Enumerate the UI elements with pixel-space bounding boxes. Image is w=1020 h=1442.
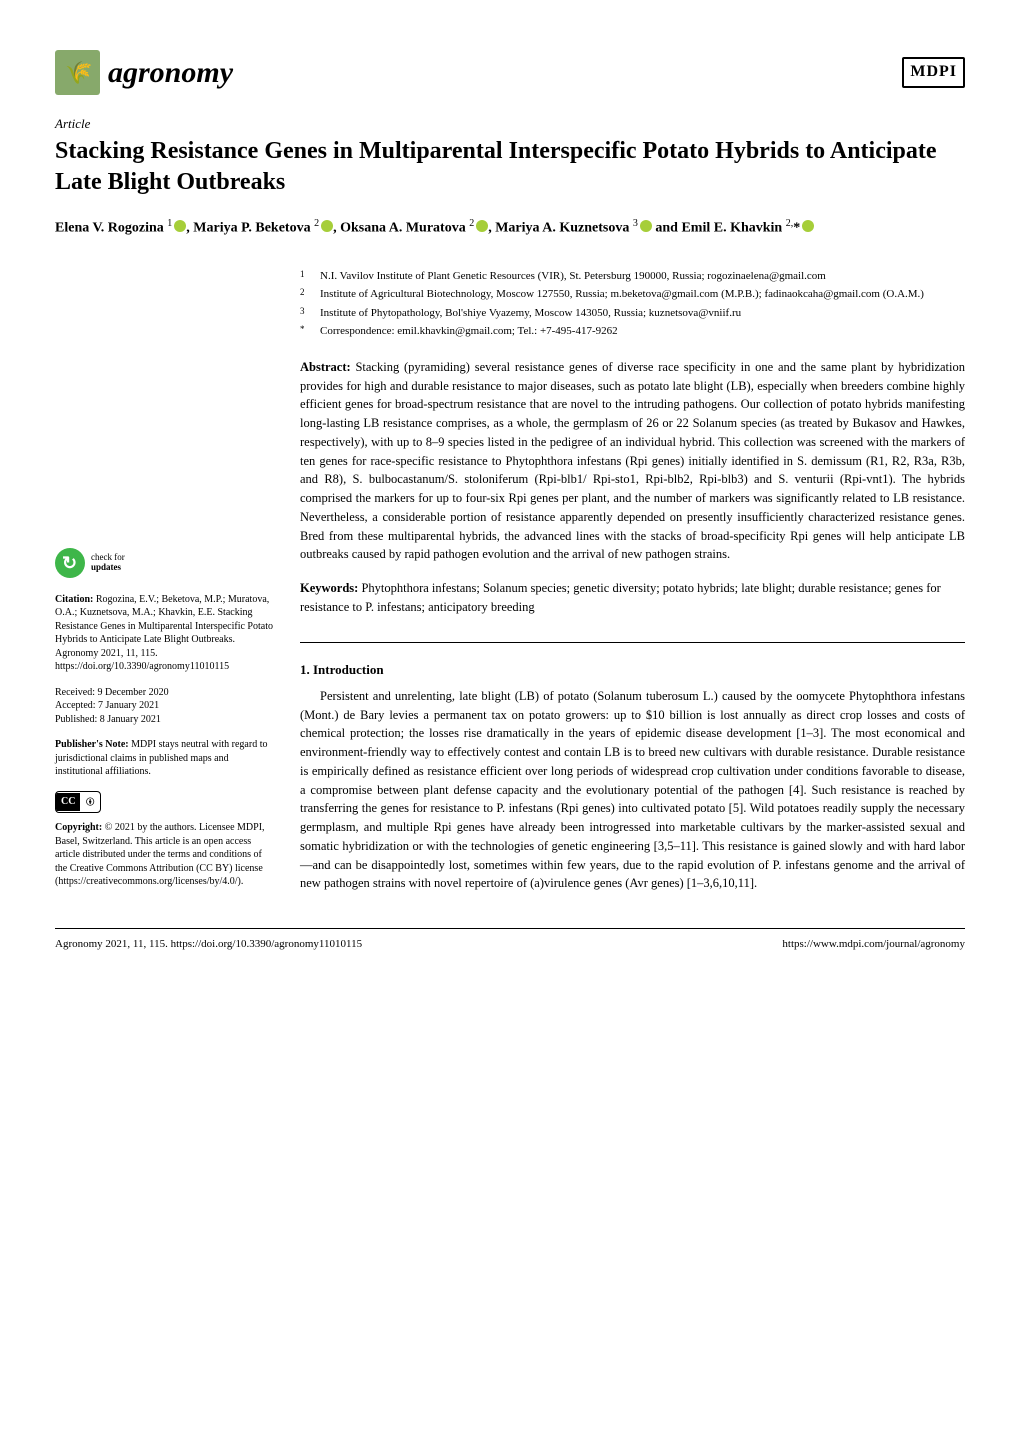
divider: [300, 642, 965, 643]
orcid-icon: [802, 220, 814, 232]
keywords: Keywords: Phytophthora infestans; Solanu…: [300, 579, 965, 617]
journal-icon: [55, 50, 100, 95]
published-date: Published: 8 January 2021: [55, 713, 275, 727]
intro-paragraph: Persistent and unrelenting, late blight …: [300, 687, 965, 893]
citation-label: Citation:: [55, 594, 93, 605]
abstract-label: Abstract:: [300, 360, 351, 374]
accepted-date: Accepted: 7 January 2021: [55, 699, 275, 713]
check-updates[interactable]: check for updates: [55, 548, 275, 578]
publishers-note: Publisher's Note: MDPI stays neutral wit…: [55, 738, 275, 779]
keywords-label: Keywords:: [300, 581, 358, 595]
check-updates-icon: [55, 548, 85, 578]
copyright-block: Copyright: © 2021 by the authors. Licens…: [55, 821, 275, 889]
article-title: Stacking Resistance Genes in Multiparent…: [55, 136, 965, 198]
article-type: Article: [55, 115, 965, 133]
section-heading: 1. Introduction: [300, 661, 965, 679]
keywords-text: Phytophthora infestans; Solanum species;…: [300, 581, 941, 614]
orcid-icon: [640, 220, 652, 232]
abstract: Abstract: Stacking (pyramiding) several …: [300, 358, 965, 564]
header: agronomy MDPI: [55, 50, 965, 95]
affil-num: 2: [300, 286, 310, 303]
citation-text: Rogozina, E.V.; Beketova, M.P.; Muratova…: [55, 594, 273, 673]
check-updates-line2: updates: [91, 563, 125, 573]
cc-badge: CC 🅯: [55, 791, 101, 813]
check-updates-text: check for updates: [91, 553, 125, 573]
affil-num: 1: [300, 268, 310, 285]
authors: Elena V. Rogozina 1, Mariya P. Beketova …: [55, 217, 965, 238]
publisher-logo: MDPI: [902, 57, 965, 87]
orcid-icon: [321, 220, 333, 232]
affiliations: 1 N.I. Vavilov Institute of Plant Genetic…: [300, 268, 965, 340]
abstract-text: Stacking (pyramiding) several resistance…: [300, 360, 965, 562]
affil-num: 3: [300, 305, 310, 322]
citation-block: Citation: Rogozina, E.V.; Beketova, M.P.…: [55, 593, 275, 674]
cc-icon: CC: [56, 793, 80, 811]
main-content: 1 N.I. Vavilov Institute of Plant Genetic…: [300, 268, 965, 893]
affil-text: Institute of Agricultural Biotechnology,…: [320, 286, 965, 303]
journal-logo: agronomy: [55, 50, 233, 95]
affil-text: N.I. Vavilov Institute of Plant Genetic …: [320, 268, 965, 285]
check-updates-line1: check for: [91, 552, 125, 562]
received-date: Received: 9 December 2020: [55, 686, 275, 700]
affil-text: Correspondence: emil.khavkin@gmail.com; …: [320, 323, 965, 340]
journal-name: agronomy: [108, 52, 233, 94]
footer-left: Agronomy 2021, 11, 115. https://doi.org/…: [55, 937, 362, 952]
footer-right: https://www.mdpi.com/journal/agronomy: [782, 937, 965, 952]
cc-by-icon: 🅯: [80, 792, 99, 812]
copyright-label: Copyright:: [55, 822, 102, 833]
affil-num: *: [300, 323, 310, 340]
left-sidebar: check for updates Citation: Rogozina, E.…: [55, 268, 275, 893]
orcid-icon: [174, 220, 186, 232]
orcid-icon: [476, 220, 488, 232]
affil-text: Institute of Phytopathology, Bol'shiye V…: [320, 305, 965, 322]
footer: Agronomy 2021, 11, 115. https://doi.org/…: [55, 928, 965, 952]
publishers-note-label: Publisher's Note:: [55, 739, 129, 750]
